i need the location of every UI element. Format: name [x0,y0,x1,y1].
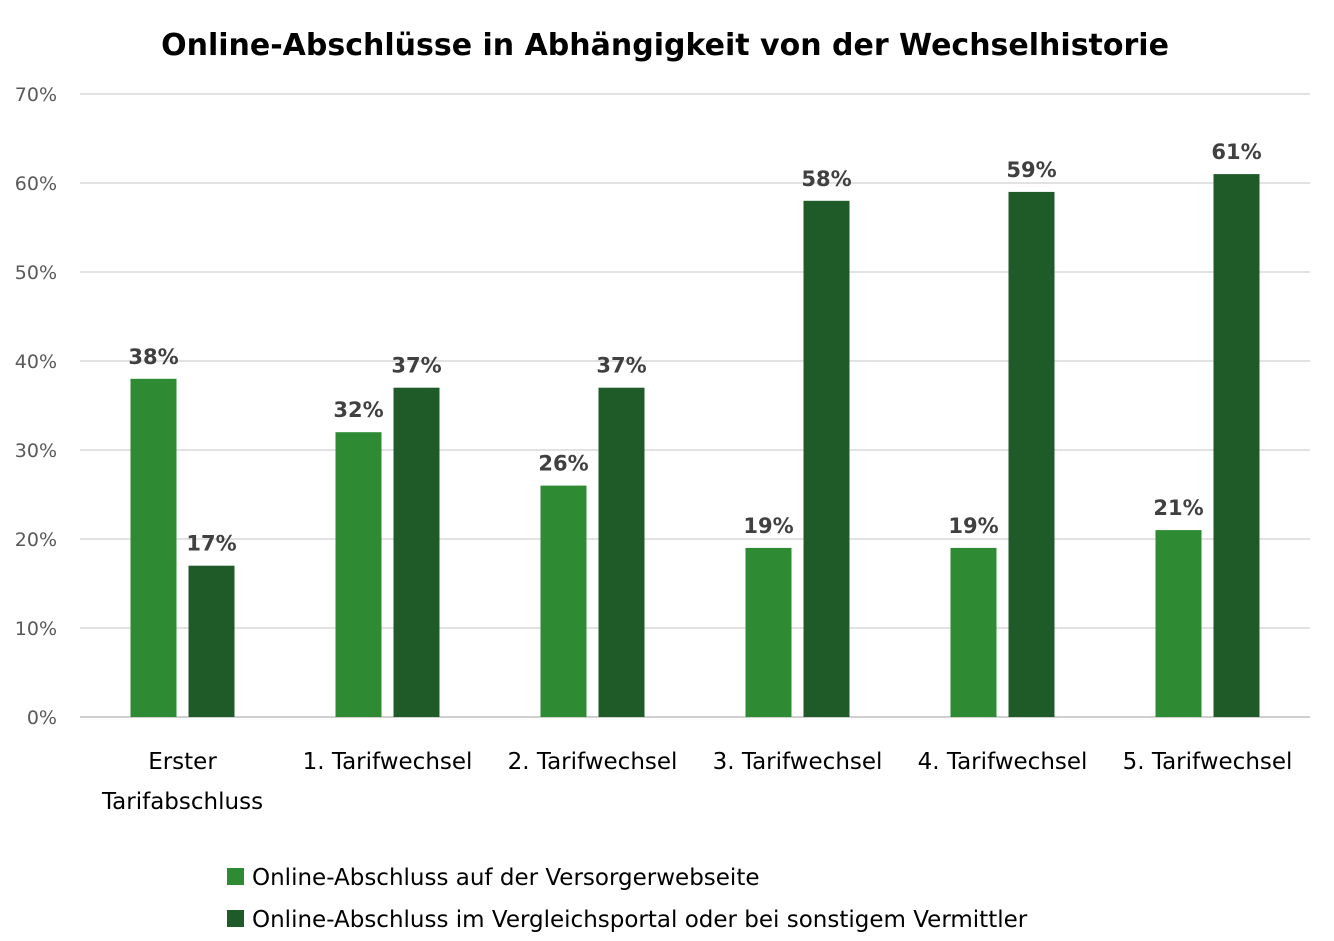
chart-title: Online-Abschlüsse in Abhängigkeit von de… [161,28,1169,63]
bar-series1 [335,432,382,717]
data-label: 26% [538,452,588,476]
y-axis-ticks: 0% 10% 20% 30% 40% 50% 60% 70% [15,84,57,729]
bar-series2 [393,387,440,717]
bar-series1 [745,547,792,717]
x-tick-label: 5. Tarifwechsel [1123,749,1293,775]
bar-series1 [950,547,997,717]
legend-swatch [227,910,244,927]
x-tick-label: 2. Tarifwechsel [508,749,678,775]
y-tick-label: 50% [15,262,57,284]
data-label: 21% [1153,496,1203,520]
bars [130,174,1260,718]
x-axis-ticks: Erster Tarifabschluss 1. Tarifwechsel 2. Ta… [101,749,1292,815]
legend: Online-Abschluss auf der Versorgerwebsei… [227,865,1028,933]
data-label: 37% [596,354,646,378]
x-tick-label: Erster [148,749,217,775]
y-tick-label: 0% [27,707,57,729]
bar-series2 [1213,174,1260,718]
data-label: 38% [128,345,178,369]
y-tick-label: 10% [15,618,57,640]
y-tick-label: 30% [15,440,57,462]
data-label: 19% [948,514,998,538]
x-tick-label: 4. Tarifwechsel [918,749,1088,775]
bar-series1 [540,485,587,717]
data-label: 58% [801,167,851,191]
data-label: 19% [743,514,793,538]
x-tick-label: Tarifabschluss [101,789,263,815]
y-tick-label: 60% [15,173,57,195]
bar-series2 [1008,191,1055,717]
data-label: 17% [186,532,236,556]
data-label: 61% [1211,140,1261,164]
data-label: 59% [1006,158,1056,182]
x-tick-label: 1. Tarifwechsel [303,749,473,775]
legend-swatch [227,868,244,885]
data-label: 37% [391,354,441,378]
y-tick-label: 70% [15,84,57,106]
y-tick-label: 40% [15,351,57,373]
legend-label: Online-Abschluss auf der Versorgerwebsei… [252,865,759,891]
bar-series1 [1155,530,1202,717]
legend-label: Online-Abschluss im Vergleichsportal ode… [252,907,1028,933]
data-labels: 38% 32% 26% 19% 19% 21% 17% 37% 37% 58% 59% 61% [128,140,1261,556]
gridlines [80,93,1310,718]
bar-series2 [803,200,850,718]
bar-series2 [598,387,645,717]
bar-series1 [130,378,177,717]
x-tick-label: 3. Tarifwechsel [713,749,883,775]
bar-series2 [188,565,235,717]
data-label: 32% [333,398,383,422]
y-tick-label: 20% [15,529,57,551]
